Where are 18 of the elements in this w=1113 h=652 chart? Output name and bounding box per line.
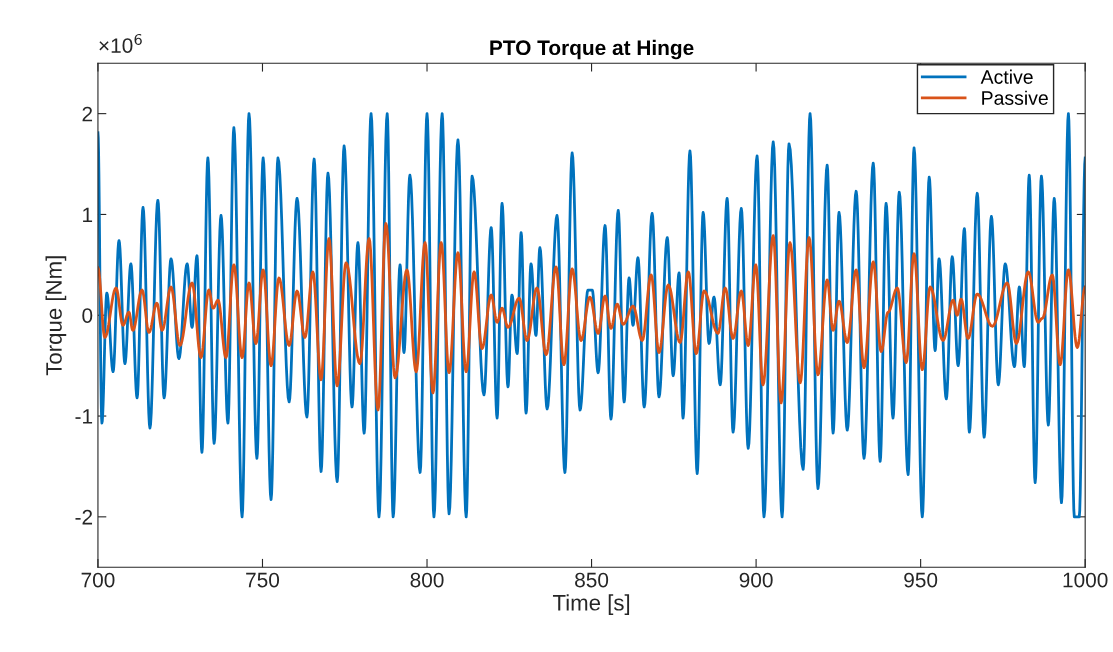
y-tick-label: -2 xyxy=(75,509,93,525)
y-tick-label: 1 xyxy=(83,207,93,222)
x-tick-label: 800 xyxy=(410,572,444,588)
y-axis-title: Torque [Nm] xyxy=(45,256,67,376)
x-tick-label: 950 xyxy=(904,572,938,588)
x-tick-label: 900 xyxy=(739,572,773,588)
chart-title: PTO Torque at Hinge xyxy=(490,39,694,60)
y-tick-label: 0 xyxy=(82,308,93,323)
x-axis-title: Time [s] xyxy=(552,594,630,616)
y-tick-label: -1 xyxy=(75,409,93,424)
text: ×10$^{6}$ xyxy=(99,33,142,53)
legend-label: Active xyxy=(980,69,1033,84)
y-tick-label: 2 xyxy=(82,106,93,122)
x-tick-label: 700 xyxy=(81,572,115,588)
x-tick-label: 1000 xyxy=(1063,572,1108,588)
x-tick-label: 850 xyxy=(575,572,609,588)
legend-label: Passive xyxy=(982,90,1048,105)
x-tick-label: 750 xyxy=(246,572,280,588)
